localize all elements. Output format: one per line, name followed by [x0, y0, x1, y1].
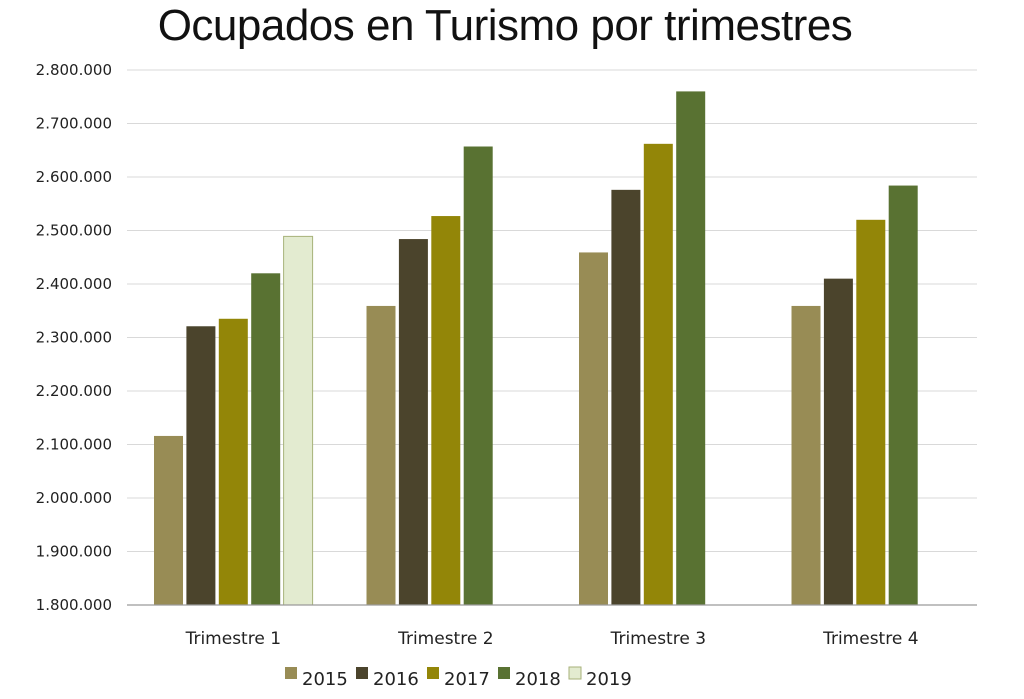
bar-2015-1	[154, 435, 183, 605]
legend-swatch-2018	[498, 667, 510, 679]
legend-swatch-2019	[568, 666, 582, 680]
bar-2016-3	[611, 189, 641, 605]
x-axis: Trimestre 1 Trimestre 2 Trimestre 3 Trimest…	[127, 604, 977, 649]
y-tick-label: 2.300.000	[36, 329, 112, 347]
y-tick-label: 2.700.000	[36, 115, 112, 133]
x-tick-label: Trimestre 2	[397, 629, 493, 649]
legend-label-2019: 2019	[586, 669, 632, 690]
bar-2017-4	[856, 219, 886, 606]
bar-2017-2	[431, 216, 461, 605]
y-axis: 1.800.000 1.900.000 2.000.000 2.100.000 2.20…	[36, 61, 112, 614]
bars	[154, 91, 918, 606]
y-tick-label: 2.200.000	[36, 382, 112, 400]
legend-label-2016: 2016	[373, 669, 419, 690]
y-tick-label: 2.400.000	[36, 275, 112, 293]
bar-2015-3	[579, 252, 608, 605]
bar-2018-3	[676, 91, 706, 605]
bar-2016-4	[823, 278, 853, 605]
chart-title: Ocupados en Turismo por trimestres	[157, 1, 853, 50]
bar-2018-1	[251, 273, 281, 605]
bar-2015-2	[366, 305, 396, 605]
x-tick-label: Trimestre 3	[610, 629, 706, 649]
y-tick-label: 1.900.000	[36, 543, 112, 561]
bar-2017-3	[643, 143, 673, 605]
bar-2018-2	[463, 146, 493, 605]
legend-label-2018: 2018	[515, 669, 561, 690]
y-tick-label: 2.500.000	[36, 222, 112, 240]
bar-2016-1	[186, 326, 216, 605]
y-tick-label: 2.800.000	[36, 61, 112, 79]
y-tick-label: 1.800.000	[36, 596, 112, 614]
x-tick-label: Trimestre 1	[185, 629, 281, 649]
bar-2016-2	[398, 239, 428, 605]
bar-2018-4	[888, 185, 918, 605]
y-tick-label: 2.000.000	[36, 489, 112, 507]
bar-2017-1	[218, 318, 248, 605]
legend: 2015 2016 2017 2018 2019	[285, 666, 632, 690]
y-tick-label: 2.600.000	[36, 168, 112, 186]
legend-swatch-2015	[285, 667, 297, 679]
bar-2015-4	[791, 305, 821, 605]
x-tick-label: Trimestre 4	[822, 629, 918, 649]
legend-swatch-2017	[427, 667, 439, 679]
legend-label-2015: 2015	[302, 669, 348, 690]
legend-label-2017: 2017	[444, 669, 490, 690]
bar-2019-1	[283, 235, 314, 606]
y-tick-label: 2.100.000	[36, 436, 112, 454]
legend-swatch-2016	[356, 667, 368, 679]
